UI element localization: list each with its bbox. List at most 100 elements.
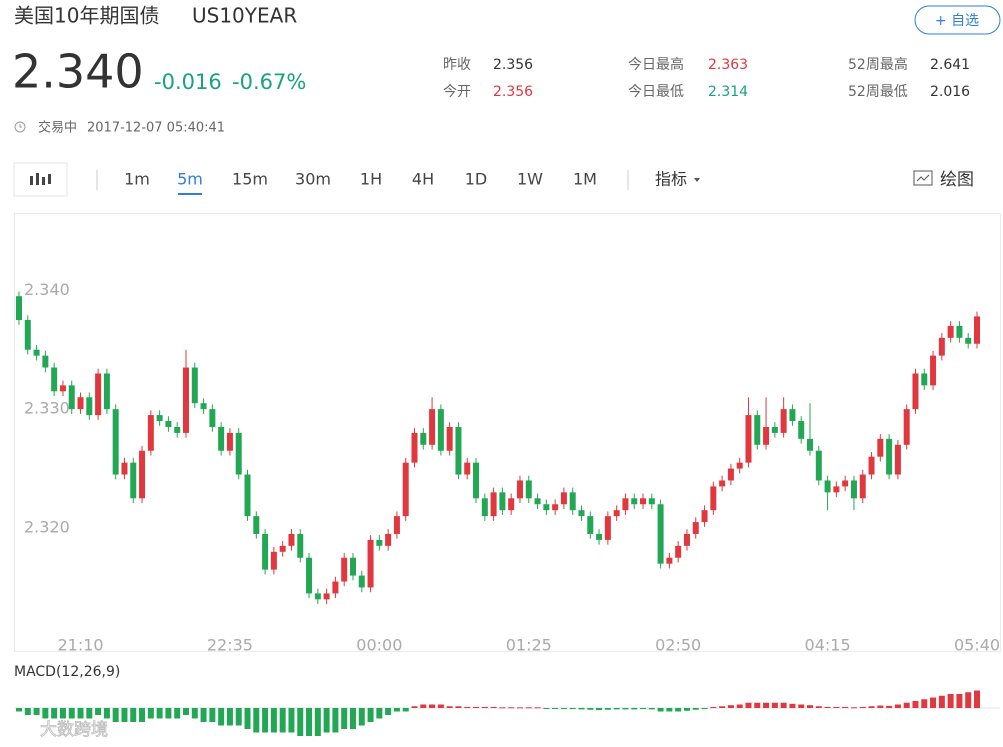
change: -0.016	[154, 70, 222, 94]
macd-bar	[912, 701, 919, 708]
candle-body	[666, 557, 673, 564]
candle-body	[894, 444, 901, 475]
candle-body	[780, 409, 787, 433]
watchlist-button[interactable]	[914, 5, 1001, 35]
macd-bar	[182, 708, 189, 715]
x-tick-label: 02:50	[655, 636, 701, 655]
candle-body	[270, 551, 277, 570]
candle-body	[332, 581, 339, 594]
macd-bar	[86, 708, 93, 719]
macd-bar	[604, 708, 611, 710]
macd-bar	[270, 708, 277, 733]
draw-icon	[913, 170, 933, 186]
macd-bar	[59, 708, 66, 719]
macd-bar	[701, 708, 708, 710]
candle-icon	[30, 173, 51, 185]
macd-bar	[191, 708, 198, 719]
macd-bar	[385, 708, 392, 715]
candle-body	[24, 319, 31, 350]
macd-bar	[613, 708, 620, 710]
interval-tab[interactable]: 1M	[573, 170, 597, 189]
candle-body	[288, 533, 295, 546]
macd-bar	[156, 708, 163, 719]
candle-body	[156, 415, 163, 422]
macd-bar	[648, 708, 655, 710]
macd-bar	[683, 708, 690, 711]
macd-bar	[244, 708, 251, 729]
watchlist-label[interactable]: + 自选	[935, 13, 979, 29]
candle-body	[569, 492, 576, 511]
candle-body	[578, 510, 585, 517]
title: 美国10年期国债	[14, 4, 159, 28]
stat-value: 2.356	[493, 84, 533, 100]
interval-tab[interactable]: 4H	[412, 170, 434, 189]
macd-bar	[481, 706, 488, 708]
candle-body	[613, 510, 620, 517]
dropdown-arrow	[694, 178, 700, 182]
macd-bar	[754, 702, 761, 708]
chart-type-button[interactable]	[13, 162, 68, 197]
macd-bar	[393, 708, 400, 712]
macd-bar	[226, 708, 233, 726]
macd-bar	[736, 704, 743, 708]
macd-bar	[121, 708, 128, 722]
candle-body	[859, 474, 866, 499]
chart-frame	[14, 213, 1001, 652]
interval-tab[interactable]: 5m	[177, 170, 203, 189]
y-tick-label: 2.340	[24, 280, 70, 299]
macd-bar	[490, 706, 497, 708]
indicators-menu[interactable]: 指标	[655, 170, 687, 189]
candle-body	[516, 480, 523, 499]
macd-bar	[789, 703, 796, 708]
macd-bar	[235, 708, 242, 726]
candle-body	[121, 462, 128, 475]
macd-bar	[886, 705, 893, 708]
candle-body	[789, 409, 796, 422]
macd-bar	[965, 692, 972, 708]
macd-bar	[262, 708, 269, 733]
interval-tab[interactable]: 1H	[360, 170, 382, 189]
macd-bar	[279, 708, 286, 733]
candle-body	[930, 355, 937, 386]
macd-bar	[174, 708, 181, 719]
candle-body	[314, 593, 321, 600]
candle-body	[95, 373, 102, 416]
macd-bar	[552, 708, 559, 709]
candle-body	[640, 498, 647, 505]
candle-body	[323, 593, 330, 600]
candle-body	[376, 539, 383, 546]
candle-body	[130, 462, 137, 499]
macd-bar	[859, 706, 866, 708]
interval-tab[interactable]: 30m	[295, 170, 331, 189]
interval-tab[interactable]: 1W	[517, 170, 543, 189]
interval-tab[interactable]: 15m	[232, 170, 268, 189]
x-tick-label: 01:25	[506, 636, 552, 655]
macd-bar	[877, 705, 884, 708]
candle-body	[850, 480, 857, 499]
macd-bar	[596, 708, 603, 711]
macd-bar	[446, 706, 453, 708]
candle-body	[877, 438, 884, 457]
macd-bar	[349, 708, 356, 729]
macd-bar	[508, 707, 515, 709]
candle-body	[736, 462, 743, 469]
candle-body	[710, 486, 717, 511]
clock-icon	[14, 121, 26, 133]
candle-body	[473, 462, 480, 499]
watermark: 大数跨境	[40, 720, 108, 740]
candle-body	[903, 409, 910, 445]
candle-body	[174, 426, 181, 433]
candle-body	[297, 533, 304, 558]
stat-value: 2.363	[708, 57, 748, 73]
macd-bar	[473, 706, 480, 708]
candle-body	[719, 480, 726, 487]
x-tick-label: 00:00	[356, 636, 402, 655]
interval-tab[interactable]: 1D	[465, 170, 488, 189]
candle-body	[420, 432, 427, 445]
interval-tab[interactable]: 1m	[124, 170, 150, 189]
macd-bar	[323, 708, 330, 733]
symbol: US10YEAR	[192, 4, 297, 28]
macd-bar	[112, 708, 119, 722]
candle-body	[77, 397, 84, 410]
draw-button[interactable]: 绘图	[940, 170, 974, 190]
